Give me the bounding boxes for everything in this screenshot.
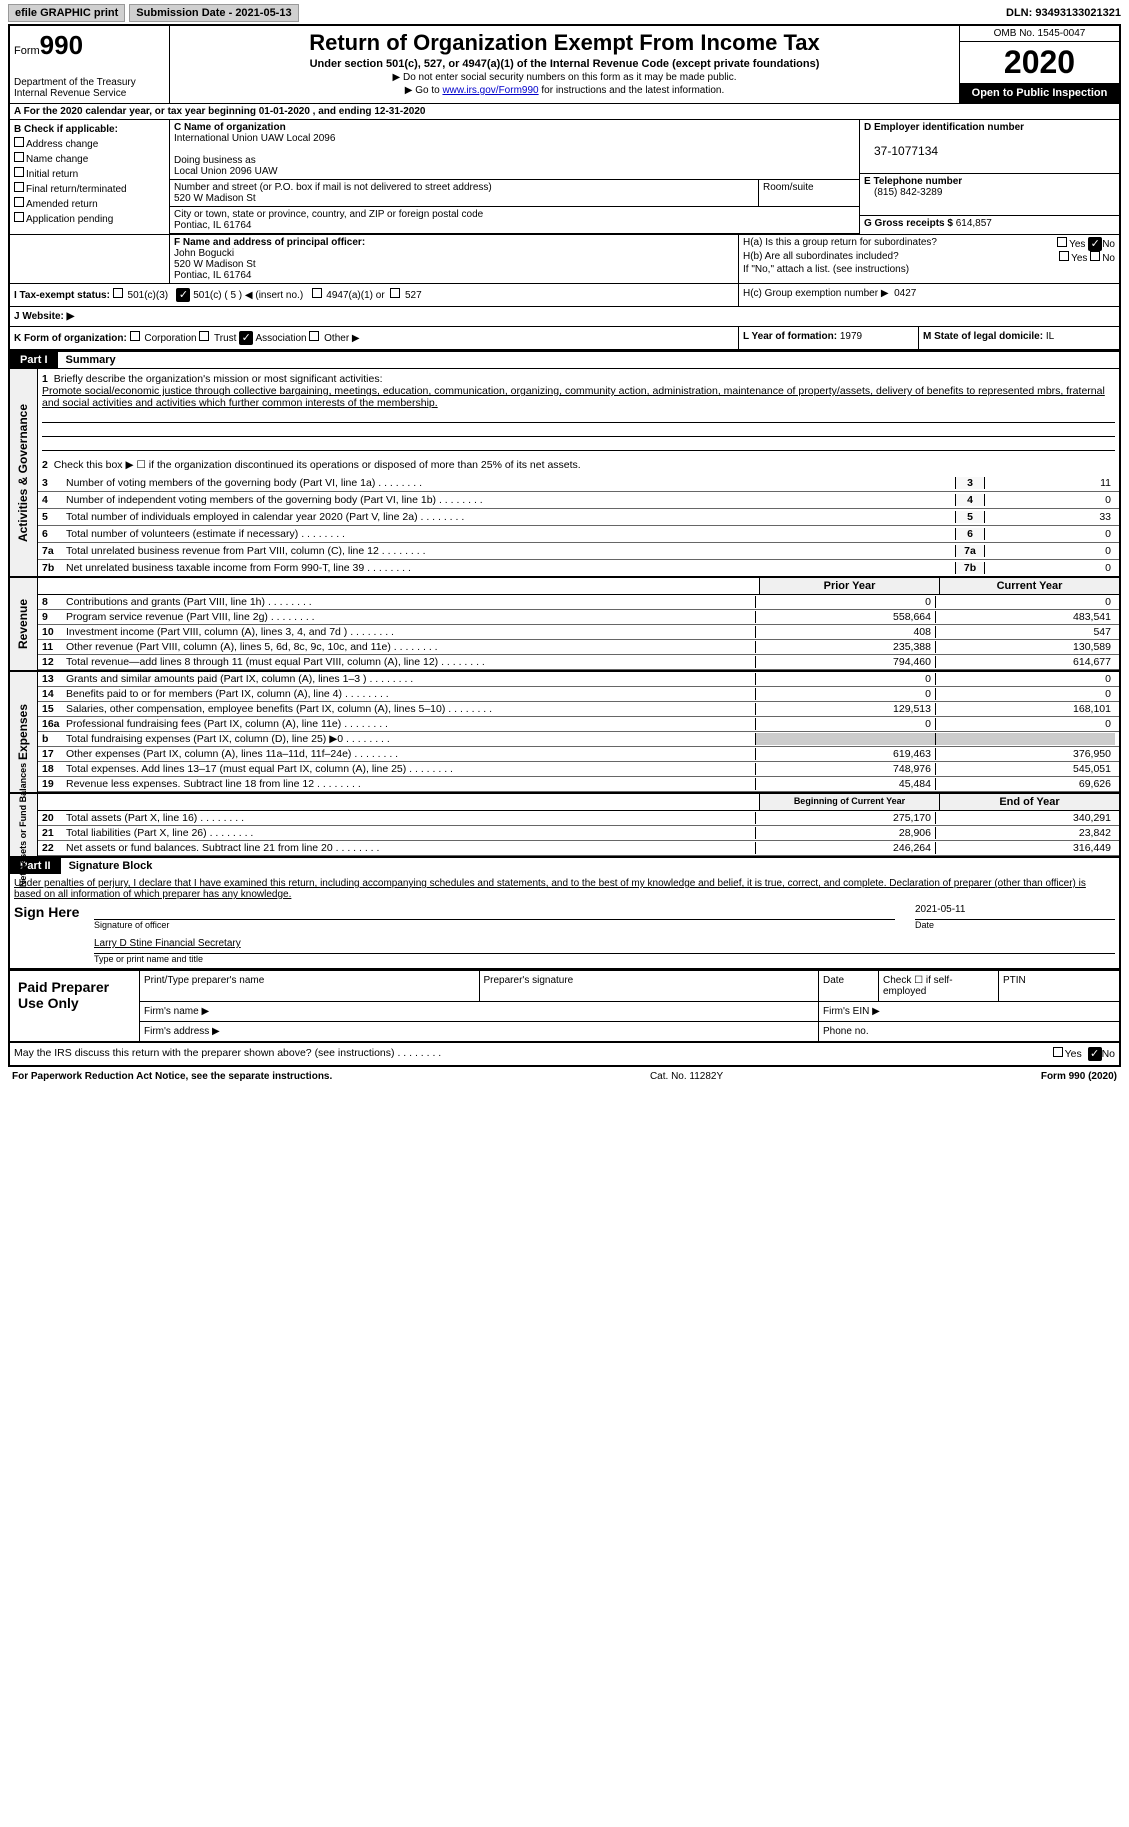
submission-date: Submission Date - 2021-05-13	[129, 4, 298, 22]
box-b: B Check if applicable: Address change Na…	[10, 120, 170, 234]
dln-label: DLN:	[1006, 7, 1032, 19]
state-domicile: IL	[1046, 331, 1054, 342]
form-number: 990	[40, 30, 83, 60]
declaration: Under penalties of perjury, I declare th…	[14, 878, 1115, 900]
dept-treasury: Department of the Treasury Internal Reve…	[14, 77, 165, 99]
efile-button[interactable]: efile GRAPHIC print	[8, 4, 125, 22]
goto-post: for instructions and the latest informat…	[539, 85, 725, 96]
cat-no: Cat. No. 11282Y	[650, 1071, 723, 1082]
revenue-tab: Revenue	[17, 599, 31, 649]
tax-year: 2020	[960, 42, 1119, 83]
part1-title: Summary	[58, 352, 124, 368]
form-footer: Form 990 (2020)	[1041, 1071, 1117, 1082]
form-header: Form990 Department of the Treasury Inter…	[8, 24, 1121, 104]
gross-receipts: 614,857	[956, 218, 992, 229]
form-subtitle: Under section 501(c), 527, or 4947(a)(1)…	[178, 58, 951, 70]
phone: (815) 842-3289	[864, 187, 942, 198]
dba: Local Union 2096 UAW	[174, 166, 278, 177]
ssn-note: ▶ Do not enter social security numbers o…	[178, 72, 951, 83]
group-exemption: 0427	[894, 288, 916, 299]
year-formation: 1979	[840, 331, 862, 342]
paperwork-notice: For Paperwork Reduction Act Notice, see …	[12, 1071, 332, 1082]
paid-preparer-label: Paid Preparer Use Only	[10, 971, 140, 1041]
goto-pre: ▶ Go to	[405, 85, 443, 96]
city-state-zip: Pontiac, IL 61764	[174, 220, 251, 231]
part1-label: Part I	[10, 352, 58, 368]
officer-sig-name: Larry D Stine Financial Secretary	[94, 938, 1115, 954]
dln-value: 93493133021321	[1035, 7, 1121, 19]
activities-tab: Activities & Governance	[17, 403, 31, 541]
topbar: efile GRAPHIC print Submission Date - 20…	[8, 4, 1121, 22]
row-a: A For the 2020 calendar year, or tax yea…	[8, 104, 1121, 120]
omb-number: OMB No. 1545-0047	[960, 26, 1119, 42]
sig-date: 2021-05-11	[915, 904, 1115, 920]
address: 520 W Madison St	[174, 193, 256, 204]
netassets-tab: Net Assets or Fund Balances	[19, 763, 29, 887]
officer-name: John Bogucki	[174, 248, 234, 259]
part2-title: Signature Block	[61, 858, 161, 874]
form-title: Return of Organization Exempt From Incom…	[178, 30, 951, 56]
open-public: Open to Public Inspection	[960, 83, 1119, 103]
form-label: Form	[14, 45, 40, 57]
ein: 37-1077134	[864, 144, 938, 158]
irs-link[interactable]: www.irs.gov/Form990	[442, 85, 538, 96]
org-name: International Union UAW Local 2096	[174, 133, 335, 144]
mission: Promote social/economic justice through …	[42, 385, 1105, 409]
expenses-tab: Expenses	[17, 704, 31, 760]
